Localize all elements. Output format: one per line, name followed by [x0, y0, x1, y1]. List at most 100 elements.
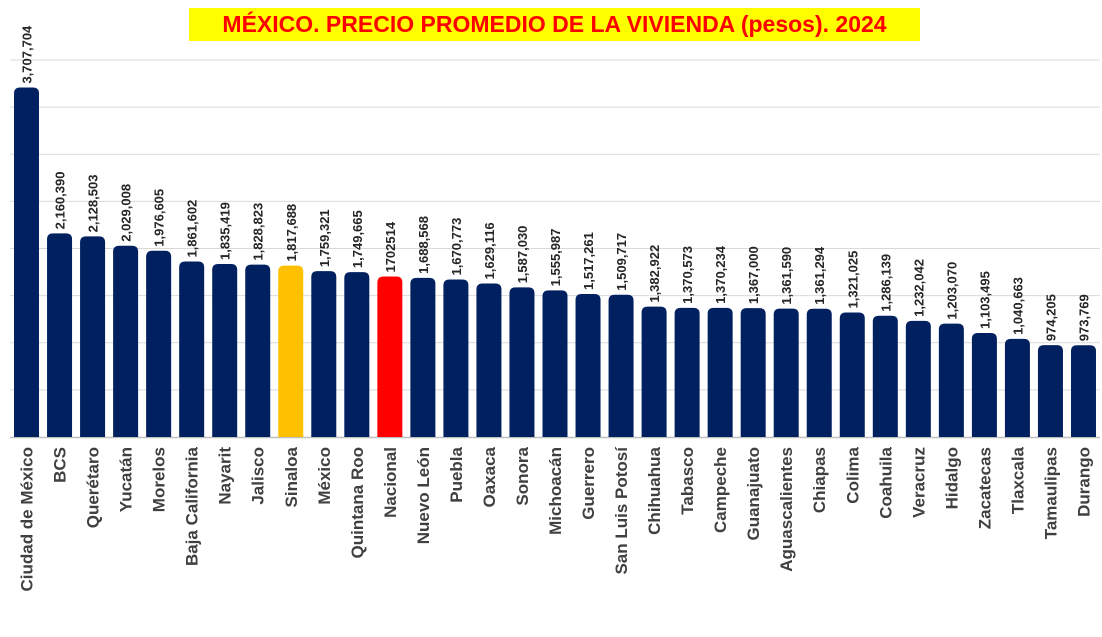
data-label: 1,670,773: [449, 218, 464, 276]
tick-label: Baja California: [183, 446, 202, 566]
bar: [344, 272, 370, 437]
bar: [14, 87, 40, 438]
bar: [377, 276, 403, 437]
tick-label: Hidalgo: [942, 447, 961, 509]
data-label: 1,517,261: [581, 232, 596, 290]
tick-label: Sonora: [513, 446, 532, 505]
tick-label: Durango: [1074, 447, 1093, 517]
tick-label: Chihuahua: [645, 446, 664, 534]
tick-label: BCS: [51, 447, 70, 483]
bar: [311, 271, 337, 437]
tick-label: Tamaulipas: [1041, 447, 1060, 539]
data-label: 1,976,605: [152, 189, 167, 247]
data-label: 3,707,704: [20, 25, 35, 84]
tick-label: Guanajuato: [744, 447, 763, 541]
data-label: 1,759,321: [317, 209, 332, 267]
bar: [476, 283, 502, 437]
tick-label: Quintana Roo: [348, 447, 367, 558]
data-label: 1,203,070: [944, 262, 959, 320]
tick-label: Nacional: [381, 447, 400, 518]
tick-label: Tabasco: [678, 447, 697, 515]
bar: [707, 307, 733, 437]
data-label: 1,370,234: [713, 245, 728, 304]
data-label: 1,321,025: [845, 251, 860, 309]
bar: [410, 277, 436, 437]
data-label: 1,103,495: [977, 271, 992, 329]
chart-title: MÉXICO. PRECIO PROMEDIO DE LA VIVIENDA (…: [189, 8, 920, 41]
bar: [113, 245, 139, 437]
data-label: 2,160,390: [53, 172, 68, 230]
tick-label: Nayarit: [216, 447, 235, 505]
tick-label: Guerrero: [579, 447, 598, 520]
data-label: 973,769: [1076, 294, 1091, 341]
tick-label: Nuevo León: [414, 447, 433, 544]
bar: [80, 236, 106, 437]
data-label: 1,828,823: [251, 203, 266, 261]
bar: [740, 308, 766, 437]
data-label: 1,861,602: [185, 200, 200, 258]
tick-label: Colima: [843, 446, 862, 503]
data-label: 1,361,590: [779, 247, 794, 305]
bar: [1070, 345, 1096, 437]
bar: [971, 332, 997, 437]
tick-label: Morelos: [150, 447, 169, 512]
data-label: 1,361,294: [812, 246, 827, 305]
tick-label: Coahuila: [876, 446, 895, 518]
tick-label: Jalisco: [249, 447, 268, 505]
data-label: 1,367,000: [746, 246, 761, 304]
bar: [1037, 345, 1063, 437]
data-label: 1,286,139: [878, 254, 893, 312]
bar: [278, 265, 304, 437]
tick-label: Aguascalientes: [777, 447, 796, 572]
data-label: 1,232,042: [911, 259, 926, 317]
bar: [47, 233, 73, 437]
tick-label: San Luis Potosí: [612, 446, 631, 575]
tick-label: Puebla: [447, 446, 466, 502]
tick-label: Yucatán: [117, 447, 136, 512]
tick-label: Oaxaca: [480, 446, 499, 507]
data-label: 2,128,503: [86, 175, 101, 233]
tick-label: Campeche: [711, 447, 730, 533]
bar: [542, 290, 568, 437]
bar: [1004, 338, 1030, 437]
tick-label: Tlaxcala: [1008, 446, 1027, 514]
bar: [872, 315, 898, 437]
bar: [245, 264, 271, 437]
bar: [575, 293, 601, 437]
data-label: 1,688,568: [416, 216, 431, 274]
tick-label: Ciudad de México: [18, 447, 37, 592]
data-label: 1,509,717: [614, 233, 629, 291]
tick-label: Querétaro: [84, 447, 103, 528]
data-label: 1,370,573: [680, 246, 695, 304]
bar: [509, 287, 535, 437]
bar: [773, 308, 799, 437]
data-label: 2,029,008: [119, 184, 134, 242]
bar: [212, 264, 238, 437]
bar: [443, 279, 469, 437]
data-label: 1,749,665: [350, 210, 365, 268]
data-label: 1702514: [383, 221, 398, 272]
bar: [938, 323, 964, 437]
tick-label: México: [315, 447, 334, 505]
data-label: 1,040,663: [1010, 277, 1025, 335]
tick-label: Zacatecas: [975, 447, 994, 529]
bar: [179, 261, 205, 437]
data-label: 1,555,987: [548, 229, 563, 287]
bar: [905, 320, 931, 437]
data-label: 1,587,030: [515, 226, 530, 284]
data-label: 1,629,116: [482, 222, 497, 279]
bar: [641, 306, 667, 437]
tick-label: Veracruz: [909, 447, 928, 518]
data-label: 1,835,419: [218, 202, 233, 260]
data-label: 1,382,922: [647, 245, 662, 303]
bar: [146, 250, 172, 437]
tick-label: Michoacán: [546, 447, 565, 535]
bar: [608, 294, 634, 437]
data-label: 974,205: [1043, 294, 1058, 341]
tick-label: Sinaloa: [282, 446, 301, 507]
tick-label: Chiapas: [810, 447, 829, 513]
bar: [806, 308, 832, 437]
bar: [674, 307, 700, 437]
bar: [839, 312, 865, 437]
